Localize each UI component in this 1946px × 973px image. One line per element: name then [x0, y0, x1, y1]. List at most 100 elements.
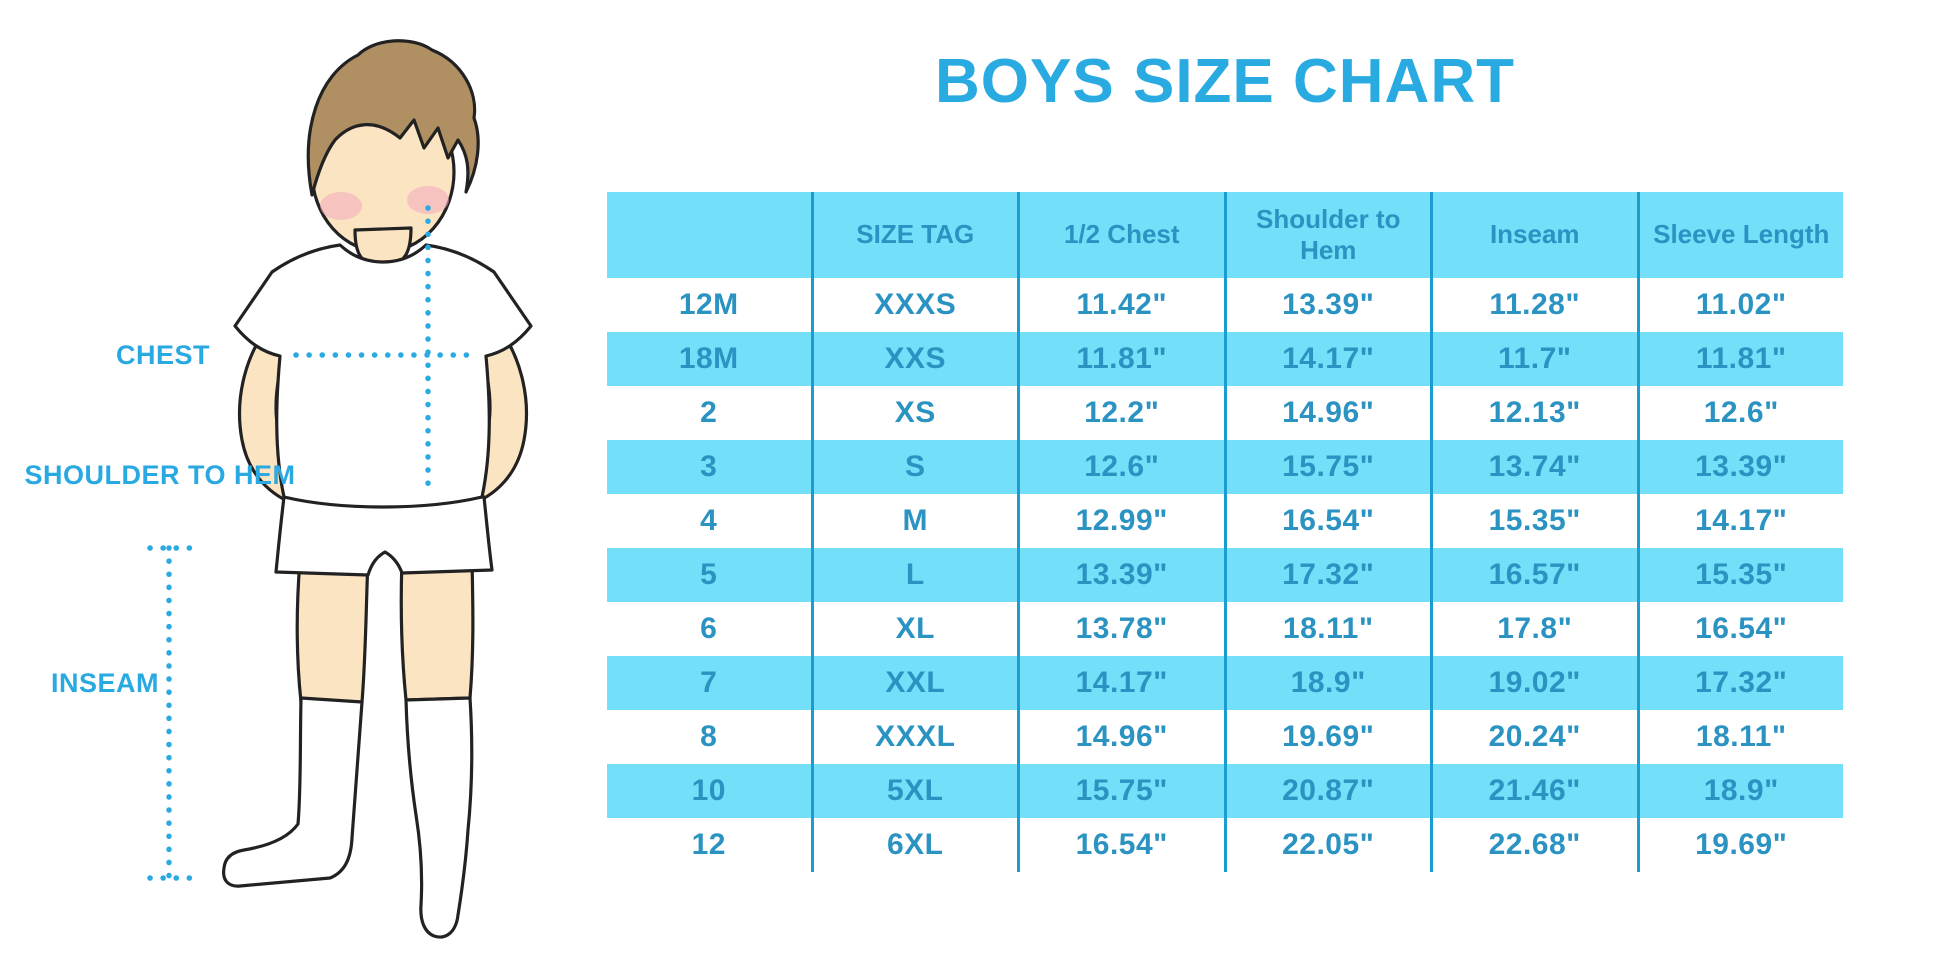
- row-size-cell: 7: [700, 666, 718, 699]
- row-size-cell: 6: [700, 612, 718, 645]
- table-cell: 22.68": [1430, 818, 1637, 872]
- table-cell: 13.74": [1430, 440, 1637, 494]
- table-cell: 14.17": [1017, 656, 1224, 710]
- size-table-header: SIZE TAG 1/2 Chest Shoulder to Hem Inseam Sl…: [607, 192, 1843, 278]
- table-cell: 11.42": [1017, 278, 1224, 332]
- table-cell: 14.96": [1223, 386, 1431, 440]
- boy-left-leg: [295, 558, 370, 704]
- table-cell: 18.11": [1223, 602, 1431, 656]
- table-cell: XS: [810, 386, 1018, 440]
- table-cell: XXXS: [810, 278, 1018, 332]
- table-cell: 13.78": [1017, 602, 1224, 656]
- boy-shorts: [274, 495, 494, 577]
- table-cell: 19.69": [1636, 818, 1844, 872]
- table-cell: 19.69": [1223, 710, 1431, 764]
- row-size-cell: 10: [691, 774, 726, 807]
- column-header-shoulder-to-hem: Shoulder to Hem: [1223, 192, 1431, 278]
- boy-shirt: [233, 243, 533, 509]
- table-cell: 16.54": [1223, 494, 1431, 548]
- table-cell: 12.99": [1017, 494, 1224, 548]
- inseam-label: INSEAM: [50, 668, 160, 698]
- table-cell: 14.96": [1017, 710, 1224, 764]
- size-table-body: 12M XXXS 11.42" 13.39" 11.28" 11.02" 18M XXS 11.…: [607, 278, 1843, 872]
- table-cell: 19.02": [1430, 656, 1637, 710]
- row-size-cell: 2: [700, 396, 718, 429]
- table-cell: 18.11": [1636, 710, 1844, 764]
- table-row: 10 5XL 15.75" 20.87" 21.46" 18.9": [607, 764, 1843, 818]
- table-cell: 20.24": [1430, 710, 1637, 764]
- boy-right-sock: [404, 696, 474, 939]
- table-row: 6 XL 13.78" 18.11" 17.8" 16.54": [607, 602, 1843, 656]
- table-cell: 17.32": [1223, 548, 1431, 602]
- table-cell: 14.17": [1223, 332, 1431, 386]
- row-size-cell: 18M: [678, 342, 739, 375]
- table-cell: 16.57": [1430, 548, 1637, 602]
- column-header-sleeve-length: Sleeve Length: [1636, 192, 1844, 278]
- table-row: 4 M 12.99" 16.54" 15.35" 14.17": [607, 494, 1843, 548]
- table-row: 5 L 13.39" 17.32" 16.57" 15.35": [607, 548, 1843, 602]
- row-size-cell: 3: [700, 450, 718, 483]
- table-cell: XXS: [810, 332, 1018, 386]
- table-cell: 14.17": [1636, 494, 1844, 548]
- table-cell: 15.35": [1636, 548, 1844, 602]
- boy-illustration: [147, 39, 533, 939]
- column-header-size-tag: SIZE TAG: [810, 192, 1018, 278]
- table-cell: 12.6": [1017, 440, 1224, 494]
- table-cell: 11.81": [1636, 332, 1844, 386]
- boy-left-sock: [222, 696, 364, 888]
- table-cell: 17.8": [1430, 602, 1637, 656]
- table-cell: 12.6": [1636, 386, 1844, 440]
- table-cell: 12.2": [1017, 386, 1224, 440]
- table-cell: S: [810, 440, 1018, 494]
- size-table: SIZE TAG 1/2 Chest Shoulder to Hem Inseam Sl…: [607, 192, 1843, 872]
- table-cell: 11.28": [1430, 278, 1637, 332]
- row-size-cell: 5: [700, 558, 718, 591]
- table-cell: 12.13": [1430, 386, 1637, 440]
- table-cell: 15.35": [1430, 494, 1637, 548]
- table-row: 2 XS 12.2" 14.96" 12.13" 12.6": [607, 386, 1843, 440]
- table-cell: XL: [810, 602, 1018, 656]
- table-cell: 6XL: [810, 818, 1018, 872]
- table-cell: 21.46": [1430, 764, 1637, 818]
- row-size-cell: 12: [691, 828, 726, 861]
- table-row: 12M XXXS 11.42" 13.39" 11.28" 11.02": [607, 278, 1843, 332]
- column-header-size: [607, 192, 811, 278]
- boy-hair: [306, 39, 480, 197]
- table-cell: 11.7": [1430, 332, 1637, 386]
- row-size-cell: 12M: [678, 288, 739, 321]
- blush-left: [320, 192, 362, 220]
- table-row: 18M XXS 11.81" 14.17" 11.7" 11.81": [607, 332, 1843, 386]
- table-cell: 15.75": [1223, 440, 1431, 494]
- chest-label: CHEST: [115, 340, 211, 370]
- boy-right-leg: [399, 558, 475, 702]
- table-cell: 16.54": [1636, 602, 1844, 656]
- table-cell: 13.39": [1636, 440, 1844, 494]
- table-cell: 18.9": [1223, 656, 1431, 710]
- table-cell: 11.02": [1636, 278, 1844, 332]
- table-cell: 13.39": [1017, 548, 1224, 602]
- table-cell: 22.05": [1223, 818, 1431, 872]
- page-title: BOYS SIZE CHART: [935, 47, 1515, 116]
- table-cell: 17.32": [1636, 656, 1844, 710]
- column-header-inseam: Inseam: [1430, 192, 1637, 278]
- table-cell: L: [810, 548, 1018, 602]
- table-cell: M: [810, 494, 1018, 548]
- shoulder-to-hem-label: SHOULDER TO HEM: [24, 460, 296, 490]
- row-size-cell: 4: [700, 504, 718, 537]
- table-cell: 15.75": [1017, 764, 1224, 818]
- table-cell: 11.81": [1017, 332, 1224, 386]
- table-row: 12 6XL 16.54" 22.05" 22.68" 19.69": [607, 818, 1843, 872]
- table-cell: XXL: [810, 656, 1018, 710]
- table-row: 3 S 12.6" 15.75" 13.74" 13.39": [607, 440, 1843, 494]
- table-cell: XXXL: [810, 710, 1018, 764]
- column-header-1-2-chest: 1/2 Chest: [1017, 192, 1224, 278]
- table-cell: 5XL: [810, 764, 1018, 818]
- blush-right: [407, 186, 449, 214]
- table-cell: 18.9": [1636, 764, 1844, 818]
- table-row: 8 XXXL 14.96" 19.69" 20.24" 18.11": [607, 710, 1843, 764]
- table-row: 7 XXL 14.17" 18.9" 19.02" 17.32": [607, 656, 1843, 710]
- table-cell: 16.54": [1017, 818, 1224, 872]
- row-size-cell: 8: [700, 720, 718, 753]
- table-cell: 20.87": [1223, 764, 1431, 818]
